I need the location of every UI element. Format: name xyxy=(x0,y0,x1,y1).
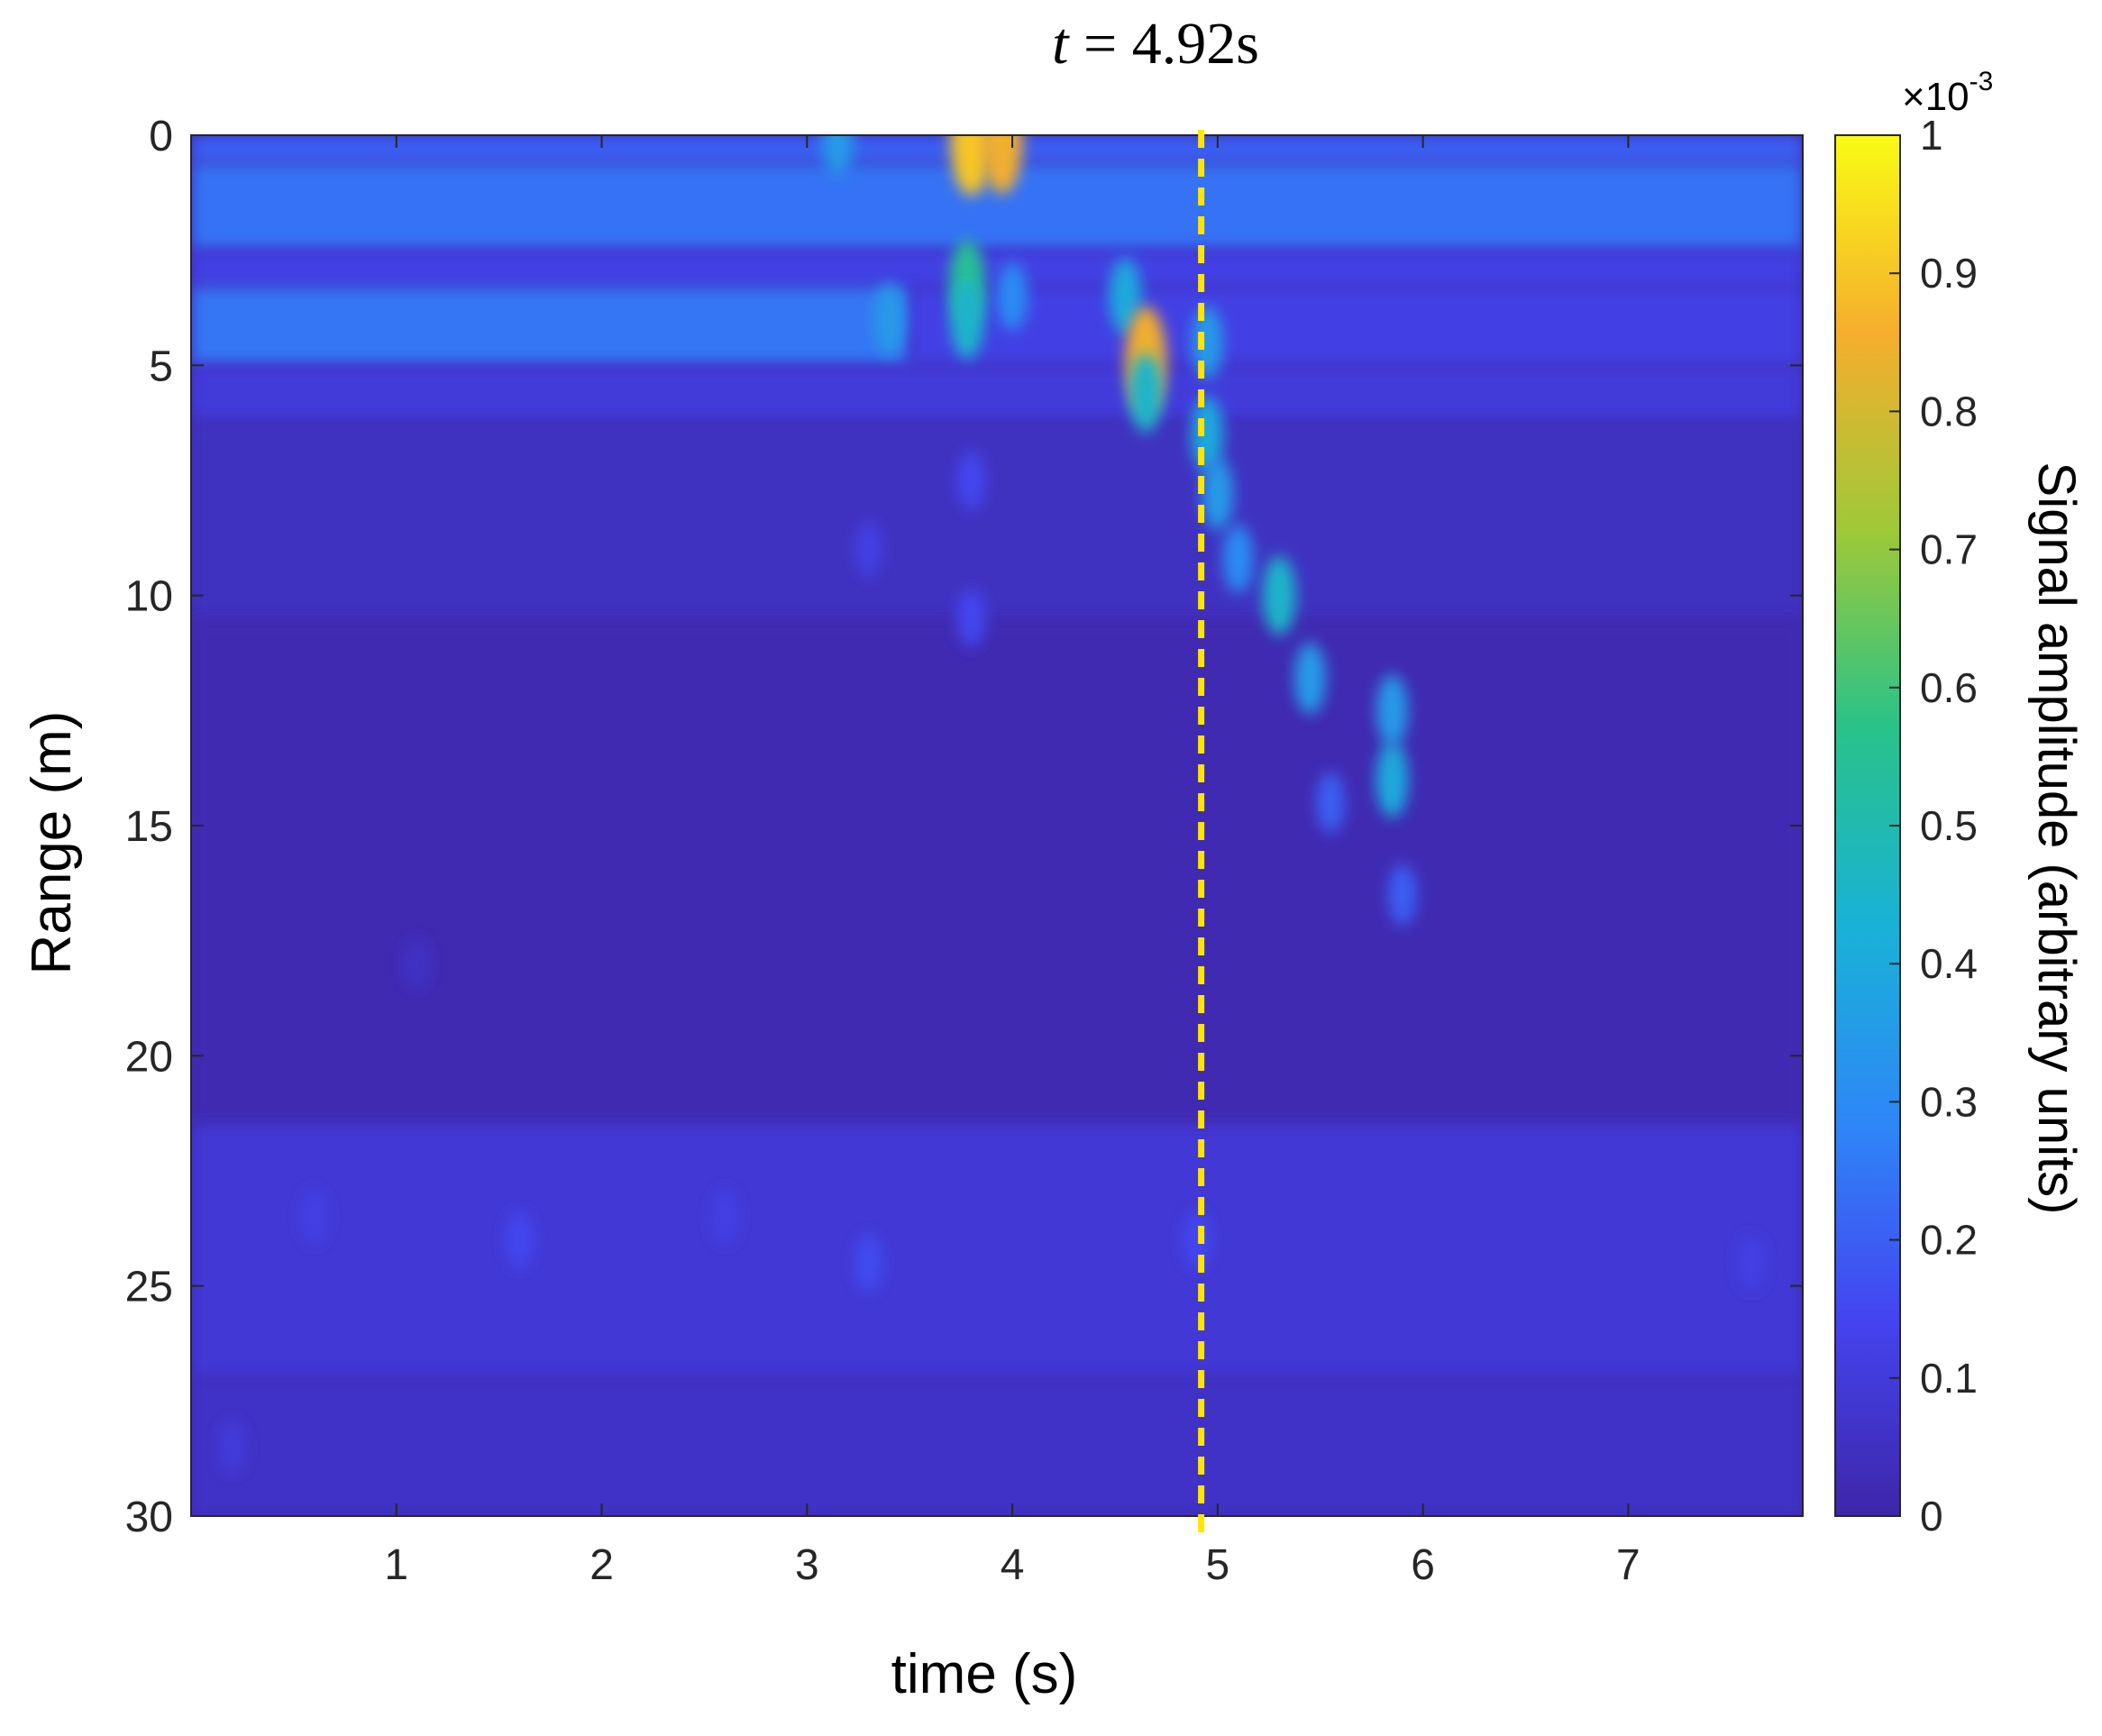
heatmap-hotspots xyxy=(218,135,1766,1475)
y-tick-label: 30 xyxy=(125,1494,173,1541)
heatmap-band-3 xyxy=(191,287,910,366)
colorbar-tick-label: 0.3 xyxy=(1920,1078,1978,1125)
heatmap-hotspot-23 xyxy=(1183,1211,1211,1269)
heatmap-hotspot-29 xyxy=(218,1420,246,1475)
y-tick-label: 10 xyxy=(125,573,173,621)
x-tick-label: 1 xyxy=(384,1541,408,1589)
heatmap-hotspot-1 xyxy=(982,135,1023,195)
heatmap-hotspot-30 xyxy=(403,937,431,990)
heatmap-band-5 xyxy=(191,365,1803,421)
colorbar-tick-label: 0.4 xyxy=(1920,940,1978,987)
y-axis-label: Range (m) xyxy=(21,711,83,975)
heatmap-band-8 xyxy=(191,1124,1803,1378)
heatmap xyxy=(191,135,1803,1516)
x-tick-label: 6 xyxy=(1411,1541,1435,1589)
heatmap-hotspot-28 xyxy=(1737,1235,1766,1291)
colorbar-tick-label: 0 xyxy=(1920,1493,1943,1540)
heatmap-hotspot-18 xyxy=(1375,741,1409,818)
colorbar-tick-label: 0.2 xyxy=(1920,1217,1978,1264)
heatmap-hotspot-13 xyxy=(1222,524,1254,593)
x-tick-label: 5 xyxy=(1206,1541,1230,1589)
heatmap-band-6 xyxy=(191,420,1803,619)
colorbar-tick-label: 1 xyxy=(1920,112,1943,159)
heatmap-hotspot-12 xyxy=(1202,458,1234,531)
colorbar-tick-label: 0.6 xyxy=(1920,664,1978,711)
colorbar-tick-label: 0.7 xyxy=(1920,526,1978,573)
y-tick-label: 15 xyxy=(125,803,173,851)
colorbar-ticks: 0 0.1 0.2 0.3 0.4 0.5 0.6 0.7 0.8 0.9 1 xyxy=(1889,112,1978,1540)
colorbar-exponent: -3 xyxy=(1969,67,1994,96)
heatmap-hotspot-2 xyxy=(821,135,854,177)
heatmap-hotspot-19 xyxy=(1387,863,1417,926)
chart-title: t = 4.92s xyxy=(1052,11,1259,77)
heatmap-bands xyxy=(191,135,1803,1516)
x-tick-label: 7 xyxy=(1616,1541,1640,1589)
heatmap-hotspot-14 xyxy=(1262,555,1296,635)
title-value: = 4.92s xyxy=(1068,11,1258,77)
heatmap-band-9 xyxy=(191,1377,1803,1516)
heatmap-hotspot-22 xyxy=(855,521,882,578)
y-tick-label: 5 xyxy=(149,343,173,390)
x-axis-label: time (s) xyxy=(891,1643,1078,1705)
heatmap-hotspot-0 xyxy=(950,135,992,196)
colorbar-tick-label: 0.9 xyxy=(1920,250,1978,297)
heatmap-hotspot-9 xyxy=(1129,352,1163,433)
y-tick-label: 0 xyxy=(149,113,173,160)
heatmap-hotspot-3 xyxy=(873,283,905,356)
heatmap-hotspot-27 xyxy=(711,1189,739,1245)
heatmap-hotspot-26 xyxy=(300,1189,328,1245)
colorbar-tick-label: 0.1 xyxy=(1920,1355,1978,1402)
colorbar-tick-label: 0.5 xyxy=(1920,802,1978,849)
colorbar-multiplier: ×10 xyxy=(1902,75,1969,119)
heatmap-hotspot-7 xyxy=(1109,258,1142,334)
x-tick-label: 3 xyxy=(795,1541,819,1589)
heatmap-hotspot-6 xyxy=(997,261,1028,331)
heatmap-hotspot-16 xyxy=(1316,772,1346,834)
heatmap-band-7 xyxy=(191,618,1803,1125)
x-tick-label: 2 xyxy=(589,1541,614,1589)
heatmap-hotspot-20 xyxy=(957,452,986,509)
y-tick-label: 25 xyxy=(125,1264,173,1311)
colorbar-scale-factor: ×10-3 xyxy=(1902,67,1993,119)
colorbar-tick-label: 0.8 xyxy=(1920,388,1978,434)
heatmap-hotspot-25 xyxy=(855,1233,883,1293)
heatmap-hotspot-15 xyxy=(1293,642,1326,715)
title-variable: t xyxy=(1052,11,1070,77)
heatmap-hotspot-21 xyxy=(957,589,986,648)
heatmap-hotspot-17 xyxy=(1375,674,1408,747)
y-tick-label: 20 xyxy=(125,1033,173,1081)
colorbar-label: Signal amplitude (arbitrary units) xyxy=(2027,462,2086,1215)
heatmap-band-2 xyxy=(191,250,1803,288)
heatmap-band-4 xyxy=(909,287,1803,366)
x-axis-ticks: 1 2 3 4 5 6 7 xyxy=(384,135,1640,1589)
heatmap-hotspot-10 xyxy=(1191,306,1223,379)
heatmap-hotspot-5 xyxy=(950,279,984,360)
x-tick-label: 4 xyxy=(1001,1541,1025,1589)
heatmap-hotspot-24 xyxy=(505,1211,534,1269)
y-axis-ticks: 0 5 10 15 20 25 30 xyxy=(125,113,1803,1541)
